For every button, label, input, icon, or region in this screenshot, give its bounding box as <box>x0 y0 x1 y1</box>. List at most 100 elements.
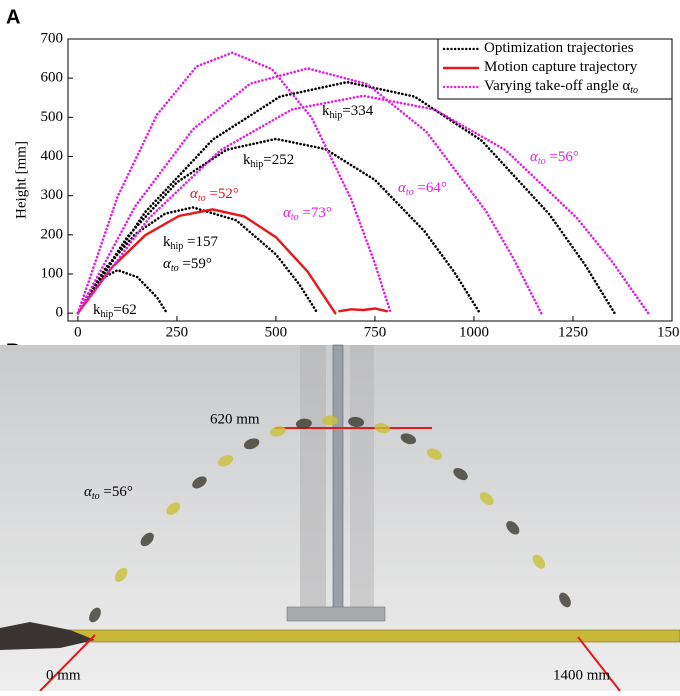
hand <box>0 622 95 650</box>
label-sub: hip <box>330 110 343 121</box>
label-base: α <box>530 149 539 165</box>
jumper <box>506 521 520 535</box>
curve-label: khip=252 <box>243 152 294 170</box>
ruler <box>332 344 344 614</box>
label-base: α <box>283 205 292 221</box>
shadow <box>300 345 326 615</box>
label-base: k <box>93 302 101 318</box>
y-axis-label: Height [mm] <box>13 141 29 219</box>
stand <box>286 606 386 622</box>
panel-label: A <box>6 6 20 28</box>
x-tick-label: 250 <box>166 324 189 340</box>
jumper <box>114 567 128 582</box>
label-text: =56° <box>546 149 579 165</box>
curve-label: khip=334 <box>322 103 374 121</box>
trajectory <box>76 51 393 315</box>
label-sub: to <box>538 156 546 167</box>
jumper-sequence <box>89 415 571 623</box>
label-text: =59° <box>179 256 212 272</box>
start-line <box>39 634 96 692</box>
trajectory <box>76 137 482 315</box>
x-tick-label: 1000 <box>459 324 489 340</box>
jumper <box>348 416 365 428</box>
label-sub: to <box>406 187 414 198</box>
curve-label: khip=62 <box>93 302 137 320</box>
label-base: α <box>190 186 199 202</box>
y-tick-label: 700 <box>41 30 64 46</box>
label-base: α <box>398 180 407 196</box>
jumper <box>192 476 207 489</box>
legend-label: Varying take-off angle αto <box>484 78 638 96</box>
label-sub: hip <box>251 159 264 170</box>
jumper <box>426 448 442 460</box>
jumper <box>479 492 494 506</box>
y-tick-label: 500 <box>41 109 64 125</box>
jumper <box>269 426 286 437</box>
label-text: =64° <box>414 180 447 196</box>
curve-label: αto =56° <box>530 149 579 167</box>
legend-name: Motion capture trajectory <box>484 59 638 75</box>
label-text: =252 <box>263 152 294 168</box>
label-sub: to <box>198 193 206 204</box>
curve-label: αto =64° <box>398 180 447 198</box>
label-base: k <box>322 103 330 119</box>
y-tick-label: 600 <box>41 70 64 86</box>
y-tick-label: 300 <box>41 187 64 203</box>
jumper <box>243 438 260 450</box>
label-sub: hip <box>101 309 114 320</box>
label-base: α <box>163 256 172 272</box>
jumper <box>400 433 417 445</box>
y-tick-label: 100 <box>41 265 64 281</box>
photo: 620 mm 0 mm 1400 mm αto =56° <box>0 344 680 692</box>
jumper <box>166 502 181 516</box>
curve-label: khip =157 <box>163 234 218 252</box>
legend-label: Optimization trajectories <box>484 40 634 56</box>
legend-sub: to <box>630 85 638 96</box>
y-tick-label: 400 <box>41 148 64 164</box>
curve-label: αto =73° <box>283 205 332 223</box>
curve-label: αto =52° <box>190 186 239 204</box>
label-sub: hip <box>171 241 184 252</box>
label-text: =52° <box>206 186 239 202</box>
jumper <box>89 607 101 623</box>
label-base: k <box>243 152 251 168</box>
y-tick-label: 0 <box>56 305 64 321</box>
label-text: =73° <box>299 205 332 221</box>
tape-measure <box>0 629 680 643</box>
x-tick-label: 500 <box>265 324 288 340</box>
trajectory <box>76 67 543 315</box>
label-sub: to <box>171 263 179 274</box>
legend-name: Optimization trajectories <box>484 40 634 56</box>
legend-name: Varying take-off angle α <box>484 78 630 94</box>
shadow <box>350 345 374 615</box>
start-label: 0 mm <box>46 667 81 683</box>
label-text: =62 <box>113 302 136 318</box>
trajectory <box>76 80 616 315</box>
height-label: 620 mm <box>210 411 260 427</box>
end-label: 1400 mm <box>553 667 610 683</box>
x-tick-label: 0 <box>74 324 82 340</box>
plot-frame <box>67 38 673 322</box>
jumper <box>295 418 312 429</box>
end-line <box>577 636 621 692</box>
jumper <box>453 467 468 481</box>
trajectory <box>76 208 388 315</box>
label-text: =157 <box>183 234 218 250</box>
legend-label: Motion capture trajectory <box>484 59 638 75</box>
y-tick-label: 200 <box>41 226 64 242</box>
x-tick-label: 1250 <box>558 324 588 340</box>
jumper <box>532 554 546 569</box>
jumper <box>559 592 571 608</box>
jumper <box>322 415 338 426</box>
label-text: =334 <box>342 103 373 119</box>
jumper <box>140 532 154 547</box>
jumper <box>374 422 391 434</box>
jumper <box>218 455 234 467</box>
curve-label: αto =59° <box>163 256 212 274</box>
angle-label: αto =56° <box>84 484 133 502</box>
x-tick-label: 750 <box>364 324 387 340</box>
trajectory <box>76 94 650 315</box>
